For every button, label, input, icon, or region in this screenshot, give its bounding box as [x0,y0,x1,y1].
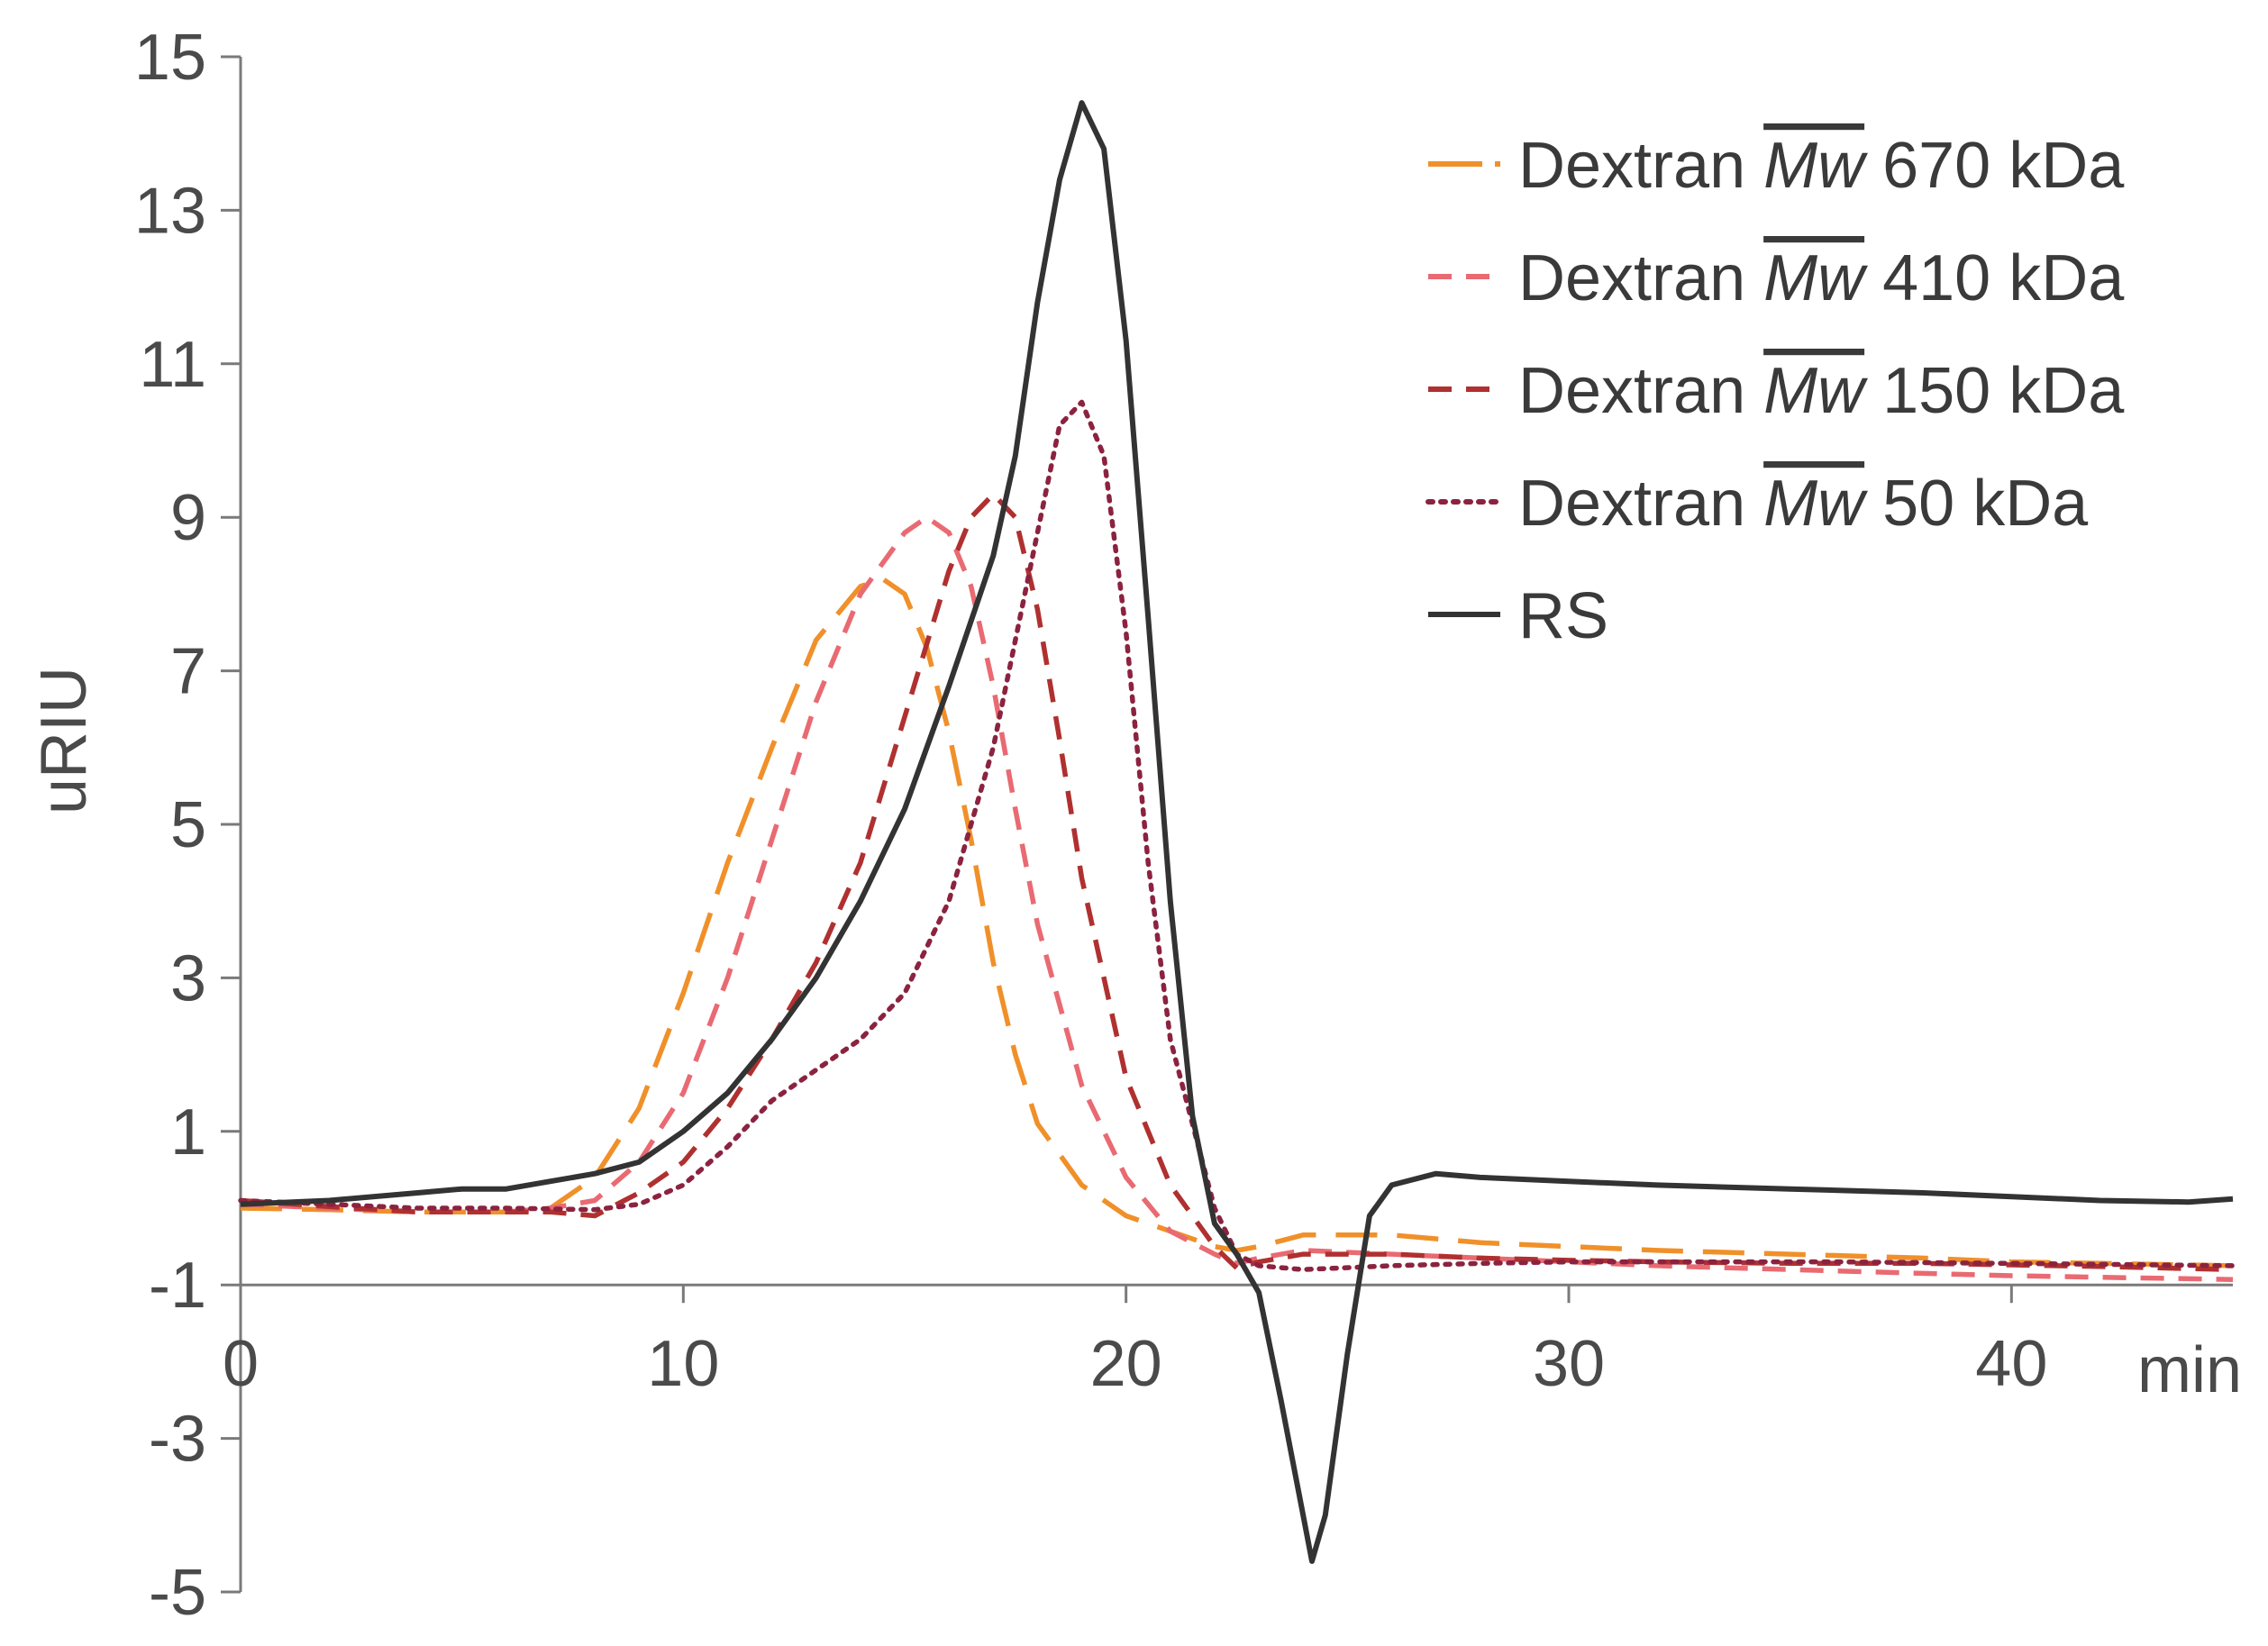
series-line-dextran-mw-150-kda [240,491,2234,1272]
y-tick-label: 9 [170,482,206,554]
legend-label-prefix: Dextran [1518,468,1763,540]
series-line-dextran-mw-410-kda [240,514,2234,1282]
legend-label: Dextran Mw 410 kDa [1518,242,2125,314]
y-tick-label: -5 [149,1557,206,1629]
x-tick-label: 0 [223,1328,259,1400]
legend-label-mw: Mw [1763,355,1868,427]
legend-label-suffix: 670 kDa [1864,130,2125,202]
legend-label: Dextran Mw 50 kDa [1518,468,2089,540]
x-tick-label: 20 [1090,1328,1162,1400]
legend-label-mw: Mw [1763,130,1868,202]
y-tick-label: 5 [170,789,206,861]
legend-label: Dextran Mw 670 kDa [1518,130,2125,202]
legend-label-prefix: Dextran [1518,355,1763,427]
series-line-rs [240,100,2234,1564]
series-line-dextran-mw-670-kda [240,576,2234,1269]
legend-item: Dextran Mw 50 kDa [1425,468,2089,540]
legend-label-mw: Mw [1763,468,1868,540]
legend-label-suffix: 50 kDa [1864,468,2089,540]
legend-label-prefix: RS [1518,580,1608,652]
y-tick-label: 7 [170,636,206,708]
legend-label-prefix: Dextran [1518,130,1763,202]
legend-label-mw: Mw [1763,242,1868,314]
legend-label-suffix: 150 kDa [1864,355,2125,427]
y-axis-title: uRIU [28,667,100,814]
y-tick-label: 15 [134,22,206,94]
y-tick-label: -3 [149,1404,206,1476]
x-tick-label: 40 [1975,1328,2047,1400]
y-tick-label: 1 [170,1096,206,1169]
legend-label-prefix: Dextran [1518,242,1763,314]
legend-label: RS [1518,580,1608,652]
series-line-dextran-mw-50-kda [238,399,2236,1272]
y-axis: 15 13 11 9 7 5 3 1 -1 -3 -5 [134,22,242,1629]
y-tick-label: 11 [139,329,206,401]
legend-label: Dextran Mw 150 kDa [1518,355,2125,427]
y-tick-label: 13 [134,175,206,247]
legend-item: Dextran Mw 410 kDa [1428,242,2125,314]
y-tick-label: -1 [149,1250,206,1322]
legend-item: RS [1428,580,1608,652]
x-tick-label: 30 [1533,1328,1605,1400]
x-axis-unit-label: min [2137,1334,2242,1406]
x-tick-label: 10 [647,1328,719,1400]
legend-item: Dextran Mw 670 kDa [1428,130,2125,202]
legend-item: Dextran Mw 150 kDa [1428,355,2125,427]
series-layer [238,100,2236,1564]
y-tick-label: 3 [170,942,206,1014]
legend-label-suffix: 410 kDa [1864,242,2125,314]
x-axis: 0 10 20 30 40 [223,1283,2233,1400]
